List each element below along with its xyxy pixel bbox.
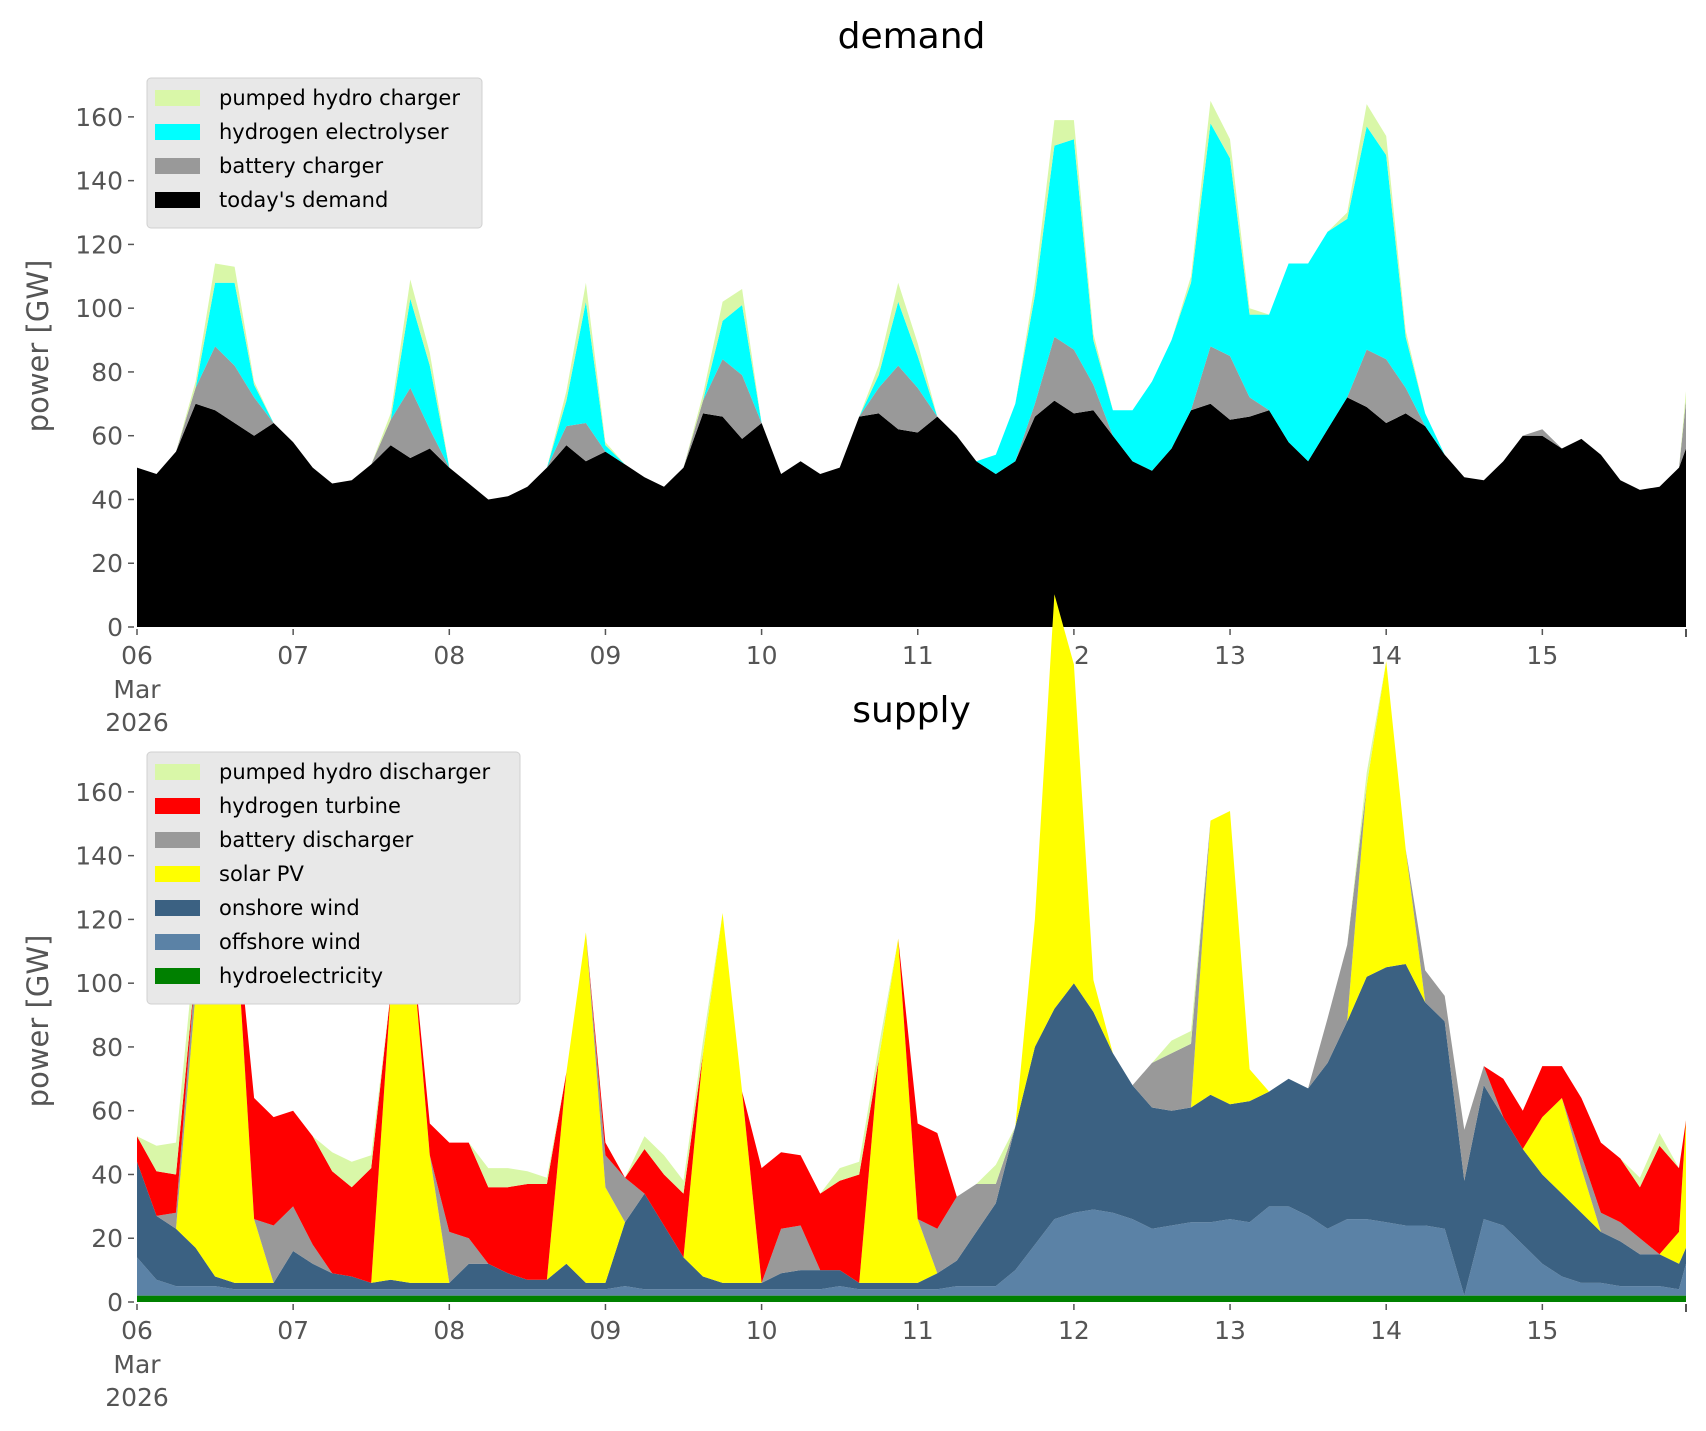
x-tick-label: 08	[433, 641, 465, 670]
x-tick-label: 10	[746, 1316, 778, 1345]
legend-swatch	[155, 124, 200, 140]
x-tick-label: 11	[902, 641, 934, 670]
legend-label: solar PV	[219, 862, 304, 886]
x-tick-label: 12	[1058, 1316, 1090, 1345]
legend-swatch	[155, 934, 200, 950]
y-axis-label: power [GW]	[21, 260, 55, 433]
y-tick-label: 160	[75, 103, 123, 132]
y-tick-label: 100	[75, 969, 123, 998]
x-tick-label: 11	[902, 1316, 934, 1345]
x-tick-sublabel: Mar	[113, 675, 161, 704]
y-tick-label: 0	[107, 1288, 123, 1317]
legend-swatch	[155, 192, 200, 208]
legend-label: hydrogen turbine	[219, 794, 401, 818]
legend: pumped hydro charger hydrogen electrolyse…	[146, 77, 483, 229]
y-tick-label: 160	[75, 778, 123, 807]
area-hydroelectricity	[137, 1295, 1686, 1302]
legend-swatch	[155, 764, 200, 780]
area-solar-pv	[137, 594, 1686, 1283]
area-today-s-demand	[137, 397, 1686, 627]
area-offshore-wind	[137, 1206, 1686, 1296]
area-onshore-wind	[137, 964, 1686, 1296]
y-tick-label: 80	[91, 1033, 123, 1062]
y-tick-label: 20	[91, 549, 123, 578]
x-tick-label: 10	[746, 641, 778, 670]
legend-label: pumped hydro charger	[219, 86, 460, 110]
legend-swatch	[155, 900, 200, 916]
legend-label: battery discharger	[219, 828, 414, 852]
y-tick-label: 140	[75, 167, 123, 196]
legend-swatch	[155, 866, 200, 882]
legend-box	[146, 77, 483, 229]
legend-label: hydrogen electrolyser	[219, 120, 449, 144]
y-tick-label: 40	[91, 485, 123, 514]
legend-box	[146, 751, 521, 1005]
x-tick-label: 14	[1370, 1316, 1402, 1345]
y-tick-label: 60	[91, 422, 123, 451]
legend-label: battery charger	[219, 154, 384, 178]
area-battery-discharger	[137, 594, 1686, 1283]
legend-swatch	[155, 158, 200, 174]
legend-label: today's demand	[219, 188, 388, 212]
y-tick-label: 120	[75, 905, 123, 934]
legend-swatch	[155, 968, 200, 984]
area-hydrogen-electrolyser	[137, 123, 1686, 500]
x-tick-label: 07	[277, 641, 309, 670]
y-tick-label: 140	[75, 842, 123, 871]
y-tick-label: 20	[91, 1224, 123, 1253]
y-tick-label: 100	[75, 294, 123, 323]
y-tick-label: 60	[91, 1097, 123, 1126]
y-tick-label: 0	[107, 613, 123, 642]
chart-title: demand	[838, 16, 986, 57]
legend: pumped hydro discharger hydrogen turbine b…	[146, 751, 521, 1005]
x-tick-label: 15	[1526, 1316, 1558, 1345]
x-tick-sublabel: Mar	[113, 1350, 161, 1379]
legend-label: pumped hydro discharger	[219, 760, 490, 784]
legend-swatch	[155, 832, 200, 848]
legend-label: onshore wind	[219, 896, 360, 920]
y-tick-label: 40	[91, 1160, 123, 1189]
y-tick-label: 120	[75, 230, 123, 259]
chart-title: supply	[852, 690, 971, 731]
x-tick-label: 13	[1214, 1316, 1246, 1345]
x-tick-label: 09	[590, 641, 622, 670]
x-tick-sublabel: 2026	[105, 1383, 169, 1412]
y-axis-label: power [GW]	[21, 935, 55, 1108]
legend-label: hydroelectricity	[219, 964, 383, 988]
x-tick-label: 15	[1526, 641, 1558, 670]
x-tick-sublabel: 2026	[105, 708, 169, 737]
y-tick-label: 80	[91, 358, 123, 387]
x-tick-label: 08	[433, 1316, 465, 1345]
legend-label: offshore wind	[219, 930, 361, 954]
demand-chart: demand 0 20 40 60 80 100 120 140 160 06 07 08 09 10 11 1…	[21, 16, 1687, 737]
area-battery-charger	[137, 336, 1686, 500]
x-tick-label: 07	[277, 1316, 309, 1345]
x-tick-label: 09	[590, 1316, 622, 1345]
x-tick-label: 13	[1214, 641, 1246, 670]
legend-swatch	[155, 90, 200, 106]
legend-swatch	[155, 798, 200, 814]
x-tick-label: 06	[121, 1316, 153, 1345]
x-tick-label: 06	[121, 641, 153, 670]
